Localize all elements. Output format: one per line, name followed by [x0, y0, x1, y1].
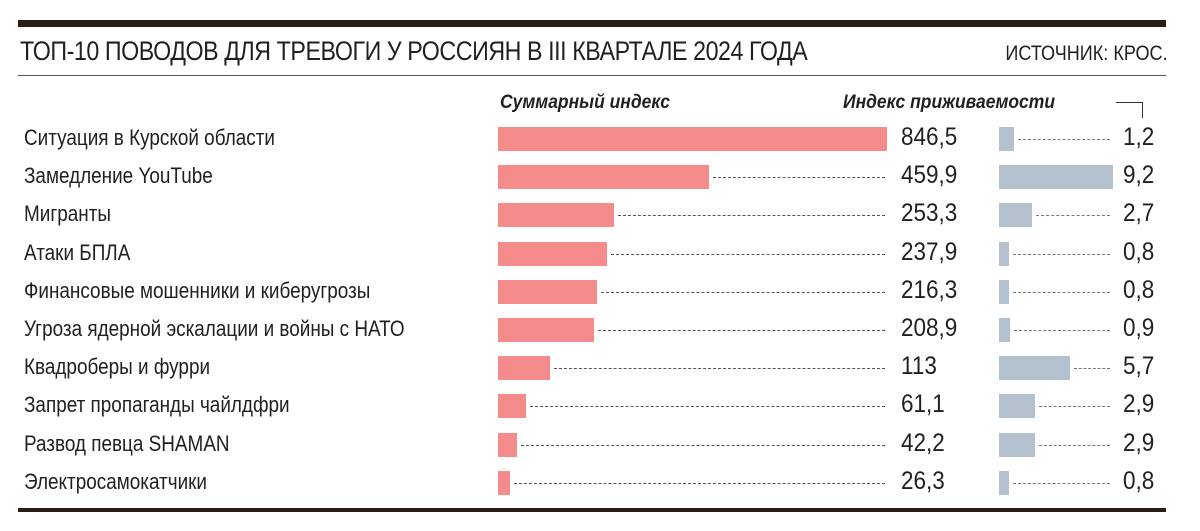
- survival-index-bar: [999, 241, 1009, 266]
- leader-line: [618, 215, 885, 217]
- table-row: Квадроберы и фурри 113 5,7: [0, 348, 1200, 386]
- row-label: Электросамокатчики: [24, 468, 207, 494]
- total-index-value: 113: [901, 352, 937, 381]
- row-label: Угроза ядерной эскалации и войны с НАТО: [24, 316, 405, 341]
- row-label: Запрет пропаганды чайлдфри: [24, 392, 290, 418]
- leader-line: [1036, 215, 1110, 217]
- survival-index-value: 0,8: [1123, 466, 1155, 495]
- total-index-value: 61,1: [901, 390, 945, 419]
- leader-line: [601, 291, 885, 293]
- bottom-rule: [18, 508, 1166, 512]
- leader-line: [1013, 253, 1110, 255]
- chart-title: ТОП-10 ПОВОДОВ ДЛЯ ТРЕВОГИ У РОССИЯН В I…: [20, 36, 808, 66]
- total-index-value: 237,9: [901, 237, 958, 266]
- total-index-value: 846,5: [901, 123, 958, 151]
- total-index-bar: [498, 432, 518, 457]
- row-label: Атаки БПЛА: [24, 239, 131, 265]
- bracket-marker: [1116, 102, 1143, 118]
- total-index-value: 253,3: [901, 199, 958, 228]
- survival-index-bar: [999, 356, 1070, 381]
- row-label: Мигранты: [24, 201, 111, 227]
- total-index-value: 208,9: [901, 314, 958, 342]
- total-index-bar: [498, 279, 598, 304]
- leader-line: [1038, 406, 1110, 408]
- row-label: Финансовые мошенники и киберугрозы: [24, 277, 371, 303]
- top-rule: [18, 20, 1166, 27]
- survival-index-value: 1,2: [1123, 123, 1155, 151]
- table-row: Мигранты 253,3 2,7: [0, 195, 1200, 233]
- leader-line: [1073, 368, 1110, 370]
- row-label: Ситуация в Курской области: [24, 125, 275, 150]
- total-index-header: Суммарный индекс: [500, 92, 670, 113]
- total-index-bar: [498, 470, 511, 495]
- total-index-value: 216,3: [901, 275, 958, 304]
- total-index-bar: [498, 203, 615, 228]
- survival-index-bar: [999, 318, 1011, 342]
- leader-line: [530, 406, 885, 408]
- survival-index-bar: [999, 470, 1009, 495]
- survival-index-bar: [999, 127, 1014, 151]
- source-note: ИСТОЧНИК: КРОС.: [1005, 42, 1168, 65]
- total-index-bar: [498, 241, 608, 266]
- survival-index-bar: [999, 394, 1035, 419]
- survival-index-value: 0,9: [1123, 314, 1155, 342]
- total-index-value: 26,3: [901, 466, 945, 495]
- leader-line: [597, 330, 885, 331]
- table-row: Запрет пропаганды чайлдфри 61,1 2,9: [0, 386, 1200, 424]
- table-row: Угроза ядерной эскалации и войны с НАТО 2…: [0, 310, 1200, 348]
- survival-index-value: 2,7: [1123, 199, 1155, 228]
- survival-index-header: Индекс приживаемости: [843, 92, 1056, 113]
- survival-index-value: 0,8: [1123, 275, 1155, 304]
- row-label: Квадроберы и фурри: [24, 354, 211, 380]
- leader-line: [713, 177, 885, 179]
- leader-line: [1013, 482, 1110, 484]
- survival-index-value: 2,9: [1123, 428, 1155, 457]
- leader-line: [521, 444, 885, 446]
- survival-index-value: 9,2: [1123, 161, 1155, 190]
- survival-index-value: 2,9: [1123, 390, 1155, 419]
- survival-index-bar: [999, 203, 1033, 228]
- title-divider: [18, 75, 1166, 76]
- total-index-bar: [498, 356, 550, 381]
- survival-index-bar: [999, 165, 1113, 190]
- table-row: Ситуация в Курской области 846,5 1,2: [0, 119, 1200, 157]
- table-row: Развод певца SHAMAN 42,2 2,9: [0, 425, 1200, 463]
- leader-line: [1013, 291, 1110, 293]
- total-index-value: 459,9: [901, 161, 958, 190]
- total-index-bar: [498, 318, 594, 342]
- leader-line: [553, 368, 885, 370]
- leader-line: [1017, 139, 1110, 140]
- leader-line: [611, 253, 885, 255]
- total-index-bar: [498, 127, 887, 151]
- table-row: Электросамокатчики 26,3 0,8: [0, 463, 1200, 501]
- total-index-bar: [498, 394, 527, 419]
- leader-line: [1014, 330, 1110, 331]
- table-row: Финансовые мошенники и киберугрозы 216,3 0…: [0, 272, 1200, 310]
- leader-line: [514, 482, 885, 484]
- row-label: Замедление YouTube: [24, 163, 213, 189]
- leader-line: [1038, 444, 1110, 446]
- total-index-bar: [498, 165, 710, 190]
- survival-index-value: 5,7: [1123, 352, 1155, 381]
- total-index-value: 42,2: [901, 428, 945, 457]
- table-row: Атаки БПЛА 237,9 0,8: [0, 234, 1200, 272]
- survival-index-value: 0,8: [1123, 237, 1155, 266]
- survival-index-bar: [999, 432, 1035, 457]
- table-row: Замедление YouTube 459,9 9,2: [0, 157, 1200, 195]
- row-label: Развод певца SHAMAN: [24, 430, 230, 456]
- survival-index-bar: [999, 279, 1009, 304]
